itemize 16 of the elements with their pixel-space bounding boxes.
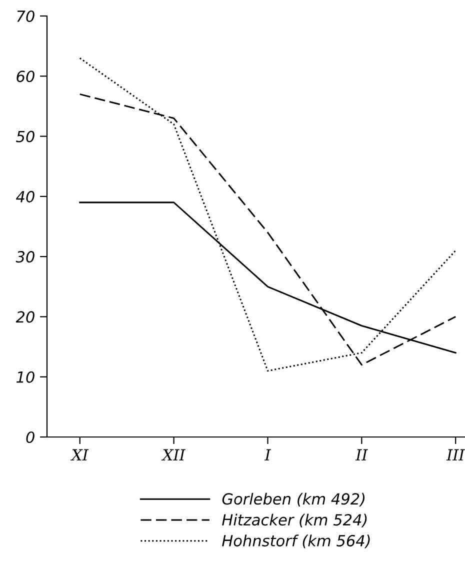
x-tick-label: I (264, 449, 272, 460)
x-tick-label: III (446, 449, 465, 460)
x-tick-label: XII (161, 449, 186, 460)
y-tick-label: 30 (16, 251, 34, 263)
legend-label: Hohnstorf (km 564) (222, 534, 370, 548)
y-tick-label: 40 (16, 190, 34, 202)
y-tick-label: 10 (16, 371, 34, 383)
y-tick-label: 50 (16, 130, 34, 142)
y-tick-label: 20 (16, 311, 34, 323)
legend-label: Hitzacker (km 524) (222, 514, 367, 528)
y-tick-label: 70 (17, 10, 34, 22)
legend-label: Gorleben (km 492) (222, 492, 365, 506)
x-tick-label: II (355, 449, 368, 460)
y-tick-label: 60 (16, 70, 34, 82)
x-tick-label: XI (70, 449, 89, 460)
y-tick-label: 0 (26, 431, 34, 444)
